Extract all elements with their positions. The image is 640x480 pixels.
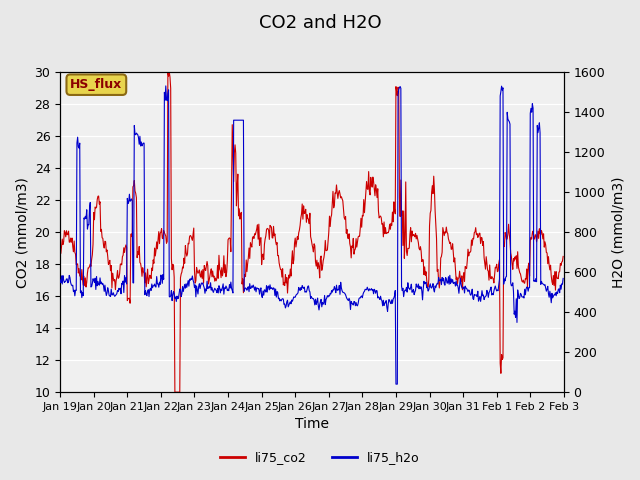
X-axis label: Time: Time xyxy=(295,418,329,432)
Y-axis label: H2O (mmol/m3): H2O (mmol/m3) xyxy=(611,177,625,288)
Y-axis label: CO2 (mmol/m3): CO2 (mmol/m3) xyxy=(15,177,29,288)
Text: HS_flux: HS_flux xyxy=(70,78,122,91)
Text: CO2 and H2O: CO2 and H2O xyxy=(259,14,381,33)
Legend: li75_co2, li75_h2o: li75_co2, li75_h2o xyxy=(215,446,425,469)
